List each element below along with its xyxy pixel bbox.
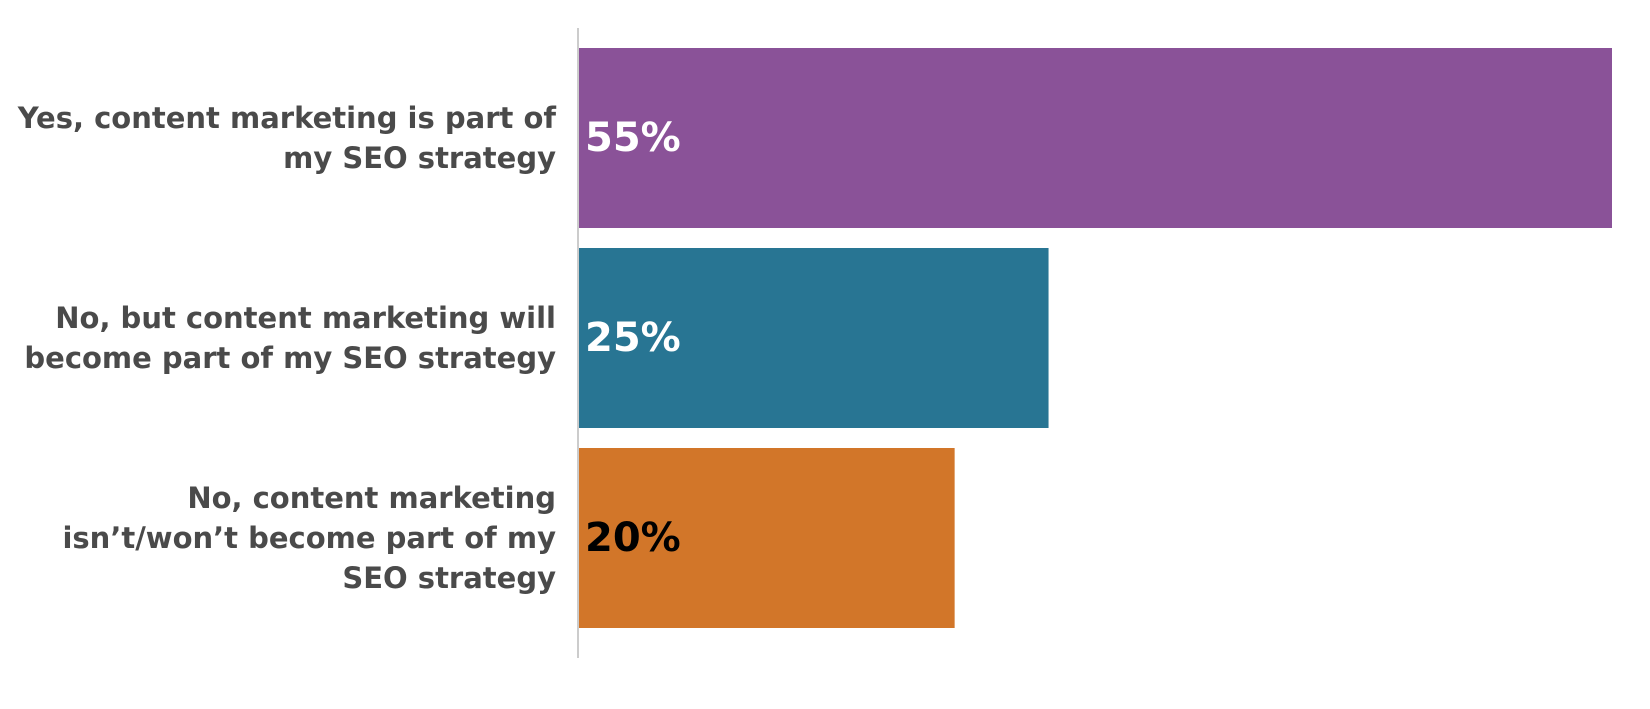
category-label-line: SEO strategy — [342, 561, 556, 595]
category-label-line: Yes, content marketing is part of — [17, 101, 557, 135]
category-label-2: No, but content marketing will become par… — [24, 301, 556, 375]
category-label-line: isn’t/won’t become part of my — [62, 521, 556, 555]
category-label-line: become part of my SEO strategy — [24, 341, 556, 375]
category-label-line: my SEO strategy — [283, 141, 556, 175]
category-label-line: No, but content marketing will — [55, 301, 556, 335]
data-label-3: 20% — [585, 515, 681, 561]
category-label-3: No, content marketing isn’t/won’t become … — [62, 481, 556, 595]
category-labels-layer: Yes, content marketing is part of my SEO … — [17, 101, 557, 595]
bar-2 — [579, 248, 1049, 428]
bars-layer: 55% 25% 20% — [579, 48, 1612, 628]
category-label-1: Yes, content marketing is part of my SEO … — [17, 101, 557, 175]
category-label-line: No, content marketing — [187, 481, 556, 515]
bar-3 — [579, 448, 955, 628]
bar-1 — [579, 48, 1612, 228]
data-label-2: 25% — [585, 315, 681, 361]
data-label-1: 55% — [585, 115, 681, 161]
